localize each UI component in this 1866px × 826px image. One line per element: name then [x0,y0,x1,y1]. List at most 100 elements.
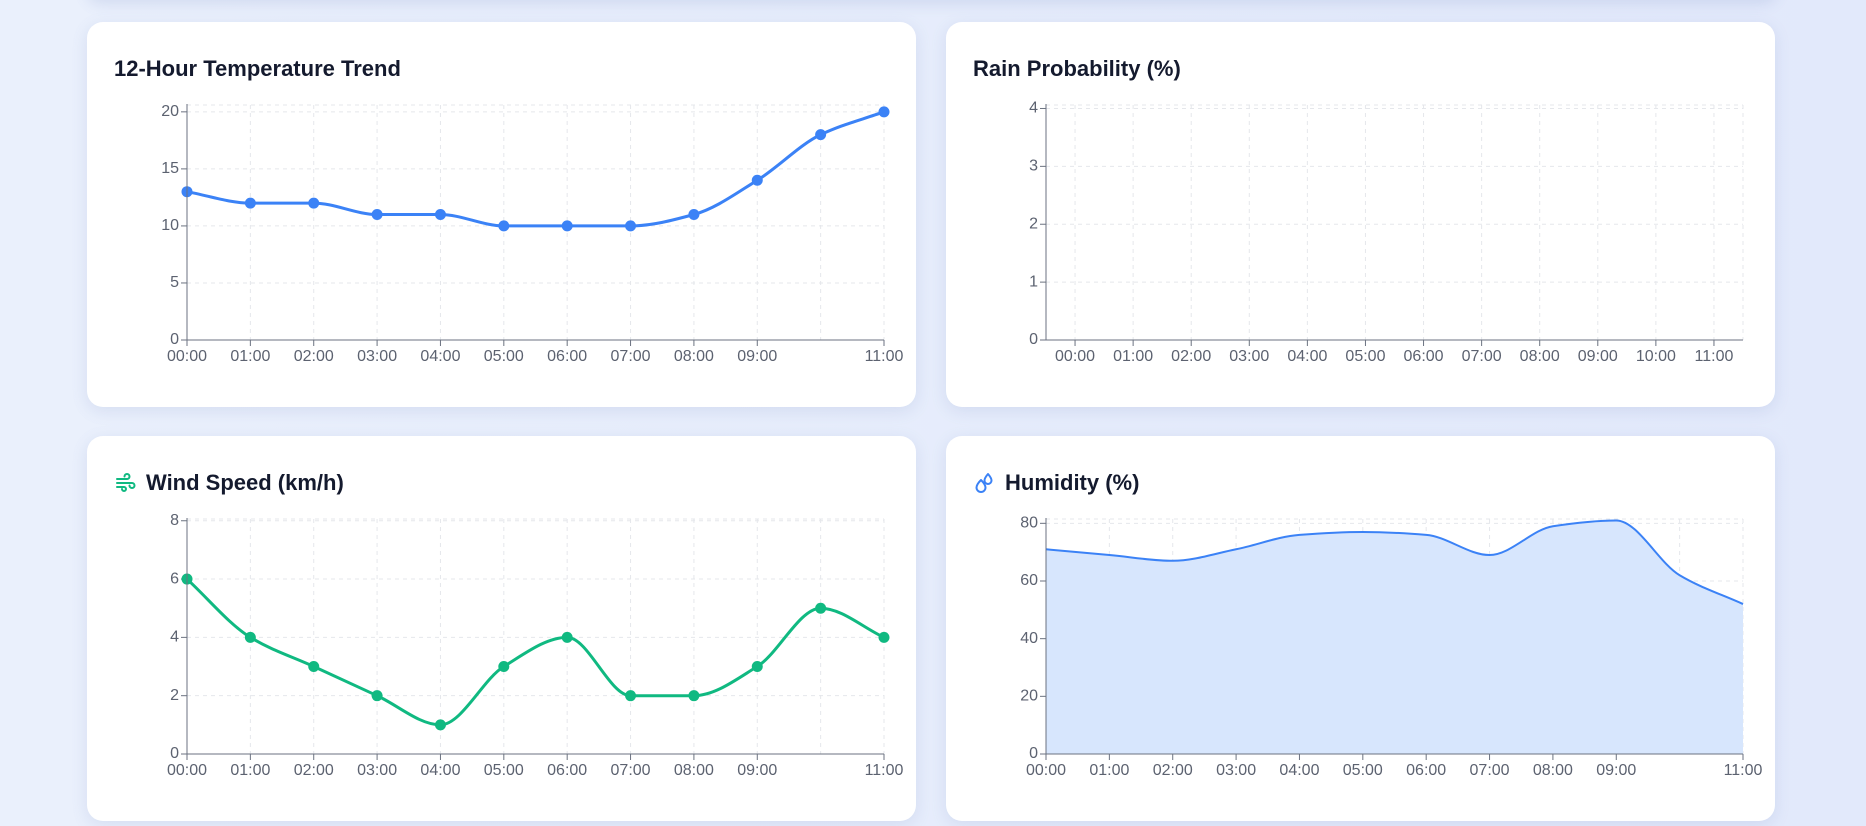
y-tick-label: 15 [161,160,179,177]
temperature-data-point[interactable] [878,106,890,118]
x-tick-label: 09:00 [737,348,777,365]
x-tick-label: 09:00 [737,762,777,779]
y-tick-label: 0 [1029,331,1038,348]
wind-data-point[interactable] [751,661,763,673]
x-tick-label: 07:00 [1470,762,1510,779]
x-tick-label: 05:00 [1343,762,1383,779]
rain-card: Rain Probability (%) 0 1 2 3 4 00:00 01:00 02:0… [946,22,1775,407]
x-tick-label: 01:00 [230,762,270,779]
x-tick-label: 05:00 [484,348,524,365]
wind-data-point[interactable] [815,602,827,614]
x-tick-label: 00:00 [167,348,207,365]
y-tick-label: 60 [1020,572,1038,589]
humidity-title-text: Humidity (%) [1005,470,1140,495]
y-tick-label: 0 [1029,745,1038,762]
x-tick-label: 07:00 [611,762,651,779]
rain-chart: 0 1 2 3 4 00:00 01:00 02:00 03:00 04:00 05:00 06:00… [1029,100,1744,365]
x-tick-label: 10:00 [1636,348,1676,365]
temperature-data-point[interactable] [244,197,256,209]
y-tick-label: 0 [170,745,179,762]
humidity-chart: 0 20 40 60 80 00:00 01:00 02:00 03:00 04:00 05:00 0… [1020,515,1763,779]
x-tick-label: 07:00 [1462,348,1502,365]
x-tick-label: 09:00 [1578,348,1618,365]
x-tick-label: 03:00 [357,348,397,365]
x-tick-label: 00:00 [167,762,207,779]
x-tick-label: 02:00 [1153,762,1193,779]
x-tick-label: 02:00 [1171,348,1211,365]
x-tick-label: 06:00 [1406,762,1446,779]
temperature-data-point[interactable] [498,220,510,232]
temperature-data-point[interactable] [815,129,827,141]
y-tick-label: 40 [1020,630,1038,647]
wind-data-point[interactable] [498,661,510,673]
x-tick-label: 01:00 [230,348,270,365]
y-tick-label: 8 [170,512,179,529]
wind-data-point[interactable] [688,690,700,702]
y-tick-label: 2 [1029,215,1038,232]
wind-data-point[interactable] [308,661,320,673]
x-tick-label: 03:00 [1216,762,1256,779]
x-tick-label: 04:00 [1279,762,1319,779]
x-tick-label: 02:00 [294,348,334,365]
temperature-card: 12-Hour Temperature Trend 0 5 10 15 20 00:00 0… [87,22,916,407]
y-tick-label: 2 [170,687,179,704]
x-tick-label: 03:00 [1229,348,1269,365]
wind-series-line [185,577,885,727]
y-tick-label: 20 [1020,688,1038,705]
temperature-data-point[interactable] [561,220,573,232]
x-tick-label: 11:00 [865,762,904,779]
x-tick-label: 11:00 [1724,762,1763,779]
wind-data-point[interactable] [244,631,256,643]
temperature-data-point[interactable] [751,174,763,186]
temperature-data-point[interactable] [434,209,446,221]
temperature-data-point[interactable] [625,220,637,232]
y-tick-label: 20 [161,103,179,120]
x-tick-label: 00:00 [1026,762,1066,779]
droplets-icon [975,473,993,493]
temperature-card-title: 12-Hour Temperature Trend [114,56,401,82]
wind-icon [116,473,136,492]
y-tick-label: 5 [170,274,179,291]
humidity-card-title: Humidity (%) [973,470,1139,496]
wind-data-point[interactable] [878,631,890,643]
x-tick-label: 02:00 [294,762,334,779]
x-tick-label: 08:00 [1520,348,1560,365]
x-tick-label: 04:00 [420,348,460,365]
wind-card-title: Wind Speed (km/h) [114,470,344,496]
humidity-series-line [1045,519,1744,605]
wind-data-point[interactable] [625,690,637,702]
x-tick-label: 08:00 [674,348,714,365]
rain-card-title: Rain Probability (%) [973,56,1181,82]
y-tick-label: 3 [1029,158,1038,175]
x-tick-label: 01:00 [1113,348,1153,365]
y-tick-label: 1 [1029,273,1038,290]
x-tick-label: 05:00 [1345,348,1385,365]
temperature-data-point[interactable] [308,197,320,209]
temperature-chart: 0 5 10 15 20 00:00 01:00 02:00 03:00 04:00 05:00 06… [161,103,904,365]
temperature-data-point[interactable] [371,209,383,221]
temperature-data-point[interactable] [688,209,700,221]
x-tick-label: 05:00 [484,762,524,779]
wind-data-point[interactable] [561,631,573,643]
y-tick-label: 4 [170,629,179,646]
y-tick-label: 10 [161,217,179,234]
x-tick-label: 06:00 [547,348,587,365]
x-tick-label: 04:00 [1287,348,1327,365]
temperature-title-text: 12-Hour Temperature Trend [114,56,401,81]
wind-chart: 0 2 4 6 8 00:00 01:00 02:00 03:00 04:00 05:00 06:00… [167,512,904,779]
y-tick-label: 6 [170,570,179,587]
x-tick-label: 06:00 [1404,348,1444,365]
wind-data-point[interactable] [371,690,383,702]
humidity-card: Humidity (%) 0 20 40 60 80 00:00 01:00 02:00 03:… [946,436,1775,821]
humidity-area-fill [1046,520,1743,754]
wind-data-point[interactable] [434,719,446,731]
x-tick-label: 04:00 [420,762,460,779]
x-tick-label: 01:00 [1089,762,1129,779]
x-tick-label: 11:00 [865,348,904,365]
y-tick-label: 4 [1029,100,1038,117]
x-tick-label: 08:00 [1533,762,1573,779]
y-tick-label: 80 [1020,515,1038,532]
x-tick-label: 09:00 [1596,762,1636,779]
x-tick-label: 07:00 [611,348,651,365]
x-tick-label: 03:00 [357,762,397,779]
